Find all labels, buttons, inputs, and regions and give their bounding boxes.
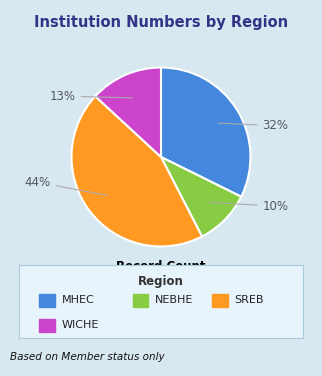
Text: SREB: SREB [235, 295, 264, 305]
Wedge shape [161, 157, 241, 237]
Text: Record Count: Record Count [116, 260, 206, 273]
Text: Based on Member status only: Based on Member status only [10, 352, 164, 362]
Text: 10%: 10% [210, 200, 289, 213]
Wedge shape [95, 68, 161, 157]
Text: 13%: 13% [50, 89, 132, 103]
Wedge shape [71, 96, 202, 246]
Text: Institution Numbers by Region: Institution Numbers by Region [34, 15, 288, 30]
Text: Region: Region [138, 274, 184, 288]
Text: WICHE: WICHE [62, 320, 99, 330]
Text: 44%: 44% [24, 176, 107, 196]
Bar [133, 294, 148, 307]
Bar [39, 318, 55, 332]
Wedge shape [161, 68, 251, 197]
Text: MHEC: MHEC [62, 295, 95, 305]
Text: NEBHE: NEBHE [155, 295, 194, 305]
Bar [212, 294, 228, 307]
Text: 32%: 32% [219, 119, 289, 132]
Bar [39, 294, 55, 307]
